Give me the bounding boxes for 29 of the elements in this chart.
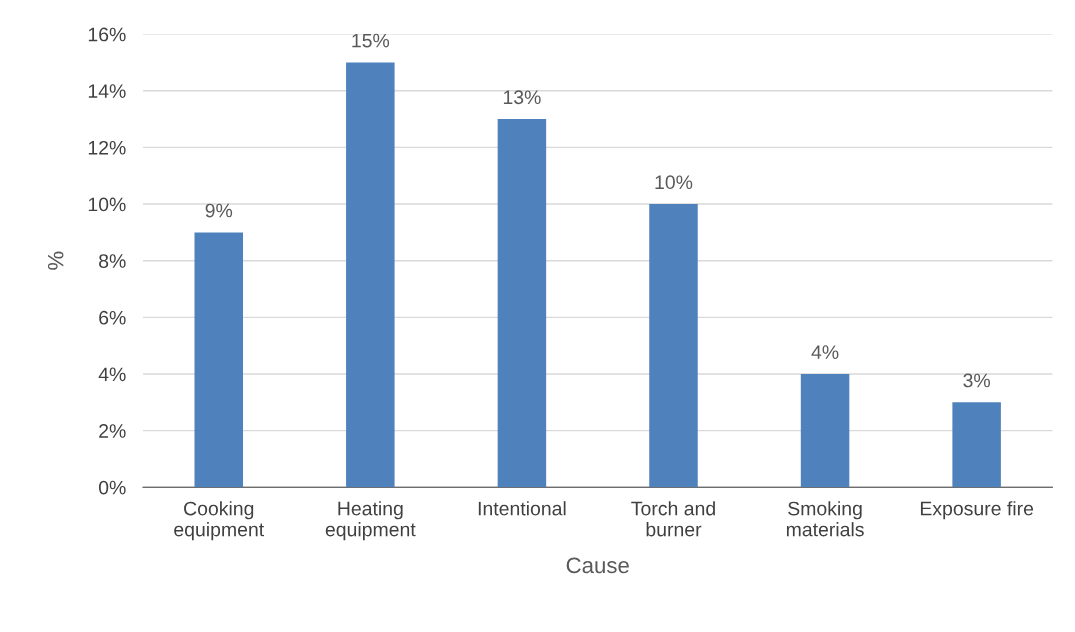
data-label: 4% [811,345,839,359]
data-label: 13% [503,90,541,105]
y-tick-label: 16% [88,27,126,42]
y-tick-label: 6% [99,310,126,325]
data-label: 3% [963,373,990,388]
y-tick-label: 14% [88,84,126,98]
y-tick-label: 0% [98,480,126,495]
x-axis-title: Cause [566,557,629,574]
bar [649,204,698,488]
bar [952,402,1001,488]
data-label: 9% [205,203,233,218]
x-tick-label: Torch and burner [631,501,715,537]
bar [194,232,244,488]
data-label: 10% [655,175,693,190]
x-tick-label: Exposure fire [920,501,1034,520]
y-tick-label: 12% [88,140,126,155]
y-axis-title: % [47,251,64,270]
y-tick-label: 2% [99,424,126,438]
x-tick-label: Smoking materials [786,501,864,537]
x-tick-label: Intentional [478,501,566,516]
bar [800,373,850,488]
y-tick-label: 8% [99,254,126,268]
bar [497,119,547,488]
bar [346,62,395,488]
y-tick-label: 4% [98,367,126,382]
data-label: 15% [352,33,390,48]
x-tick-label: Heating equipment [325,501,416,541]
x-tick-label: Cooking equipment [174,501,265,541]
y-tick-label: 10% [88,197,126,212]
